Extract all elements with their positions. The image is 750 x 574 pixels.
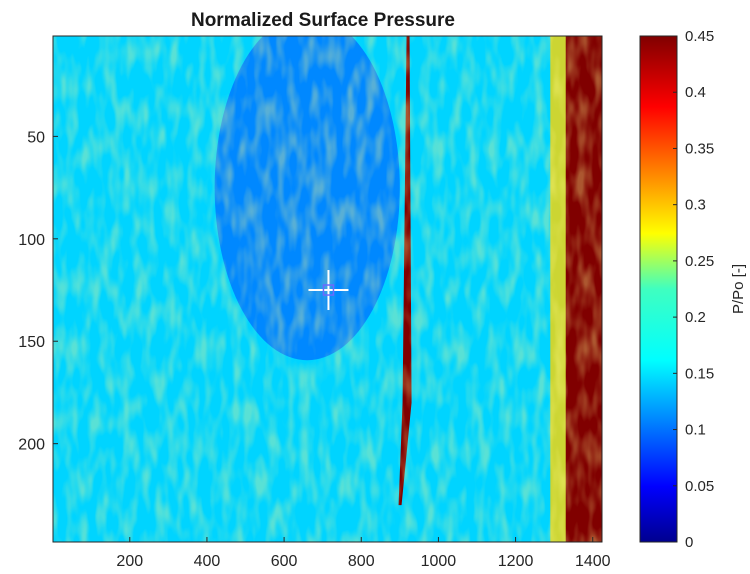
colorbar-tick-label: 0.35 bbox=[685, 140, 714, 157]
chart-title: Normalized Surface Pressure bbox=[191, 10, 455, 31]
crosshair-box bbox=[322, 284, 335, 296]
colorbar-label: P/Po [-] bbox=[730, 264, 747, 314]
colorbar bbox=[639, 35, 678, 543]
colorbar-tick-label: 0.25 bbox=[685, 253, 714, 270]
colorbar-tick-label: 0.4 bbox=[685, 84, 706, 101]
y-tick-label: 100 bbox=[18, 232, 45, 249]
x-axis: 200 400 600 800 1000 1200 1400 bbox=[116, 537, 611, 570]
colorbar-tick-label: 0.05 bbox=[685, 478, 714, 495]
crosshair-marker[interactable] bbox=[308, 270, 349, 311]
x-tick-label: 800 bbox=[348, 553, 375, 570]
colorbar-tick-label: 0 bbox=[685, 534, 693, 551]
colorbar-tick-label: 0.2 bbox=[685, 309, 706, 326]
y-tick-label: 50 bbox=[27, 129, 45, 146]
x-tick-label: 400 bbox=[194, 553, 221, 570]
y-tick-label: 150 bbox=[18, 334, 45, 351]
colorbar-ticks: 0 0.05 0.1 0.15 0.2 0.25 0.3 0.35 0.4 0.45 bbox=[673, 28, 714, 551]
x-tick-label: 1400 bbox=[575, 553, 611, 570]
colorbar-tick-label: 0.15 bbox=[685, 365, 714, 382]
plot-frame bbox=[52, 35, 603, 543]
x-tick-label: 1200 bbox=[498, 553, 534, 570]
colorbar-tick-label: 0.1 bbox=[685, 422, 706, 439]
colorbar-tick-label: 0.45 bbox=[685, 28, 714, 45]
y-tick-label: 200 bbox=[18, 437, 45, 454]
y-axis: 50 100 150 200 bbox=[18, 129, 58, 454]
x-tick-label: 600 bbox=[271, 553, 298, 570]
x-tick-label: 1000 bbox=[421, 553, 457, 570]
x-tick-label: 200 bbox=[116, 553, 143, 570]
colorbar-tick-label: 0.3 bbox=[685, 197, 706, 214]
